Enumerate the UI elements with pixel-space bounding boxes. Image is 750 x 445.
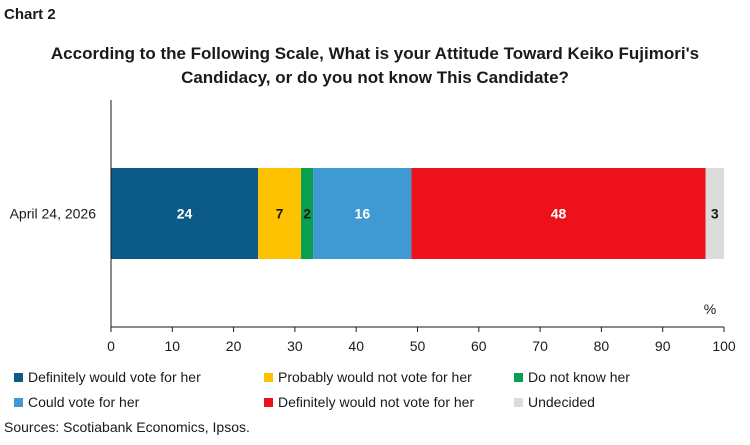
- bar-segment-2: [258, 168, 302, 259]
- bar-group: [111, 168, 724, 259]
- data-label-5: 48: [551, 206, 567, 222]
- bar-segment-5: [411, 168, 706, 259]
- legend-swatch: [264, 372, 273, 382]
- bar-segment-3: [301, 168, 314, 259]
- legend-item-1: Definitely would vote for her: [14, 369, 201, 385]
- data-label-2: 7: [276, 206, 284, 222]
- legend-item-3: Do not know her: [514, 369, 630, 385]
- legend-swatch: [514, 397, 523, 407]
- x-tick-label-9: 90: [655, 338, 671, 354]
- legend-item-4: Could vote for her: [14, 394, 139, 410]
- unit-label: %: [704, 301, 716, 317]
- bar-segment-4: [313, 168, 412, 259]
- legend-item-2: Probably would not vote for her: [264, 369, 472, 385]
- bar-segment-1: [111, 168, 259, 259]
- legend-swatch: [14, 397, 23, 407]
- bar-segment-6: [705, 168, 724, 259]
- legend-item-6: Undecided: [514, 394, 595, 410]
- x-tick-label-7: 70: [532, 338, 548, 354]
- legend-label: Do not know her: [528, 369, 630, 385]
- data-label-3: 2: [303, 206, 311, 222]
- legend-swatch: [514, 372, 523, 382]
- data-label-6: 3: [711, 206, 719, 222]
- chart-label: Chart 2: [4, 6, 56, 23]
- chart-title-line-1: According to the Following Scale, What i…: [50, 44, 700, 63]
- x-tick-label-10: 100: [712, 338, 736, 354]
- x-tick-label-5: 50: [410, 338, 426, 354]
- x-tick-label-3: 30: [287, 338, 303, 354]
- legend-label: Definitely would not vote for her: [278, 394, 475, 410]
- legend-item-5: Definitely would not vote for her: [264, 394, 474, 410]
- x-tick-label-8: 80: [594, 338, 610, 354]
- legend-label: Definitely would vote for her: [28, 369, 201, 385]
- x-tick-label-2: 20: [226, 338, 242, 354]
- x-tick-label-6: 60: [471, 338, 487, 354]
- source-note: Sources: Scotiabank Economics, Ipsos.: [4, 419, 250, 435]
- data-label-1: 24: [177, 206, 193, 222]
- legend-label: Could vote for her: [28, 394, 140, 410]
- x-axis: 0 10 20 30 40 50 60 70 80 90 100: [107, 326, 736, 354]
- legend-label: Undecided: [528, 394, 595, 410]
- category-label: April 24, 2026: [10, 206, 97, 222]
- legend-swatch: [264, 397, 273, 407]
- chart-title-line-2: Candidacy, or do you not know This Candi…: [181, 68, 569, 87]
- legend-label: Probably would not vote for her: [278, 369, 472, 385]
- bar-label-group: 24 7 2 16 48 3: [177, 206, 719, 222]
- legend-swatch: [14, 372, 23, 382]
- x-tick-label-0: 0: [107, 338, 115, 354]
- data-label-4: 16: [355, 206, 371, 222]
- x-tick-label-4: 40: [348, 338, 364, 354]
- x-tick-label-1: 10: [165, 338, 181, 354]
- chart-title: According to the Following Scale, What i…: [0, 42, 750, 90]
